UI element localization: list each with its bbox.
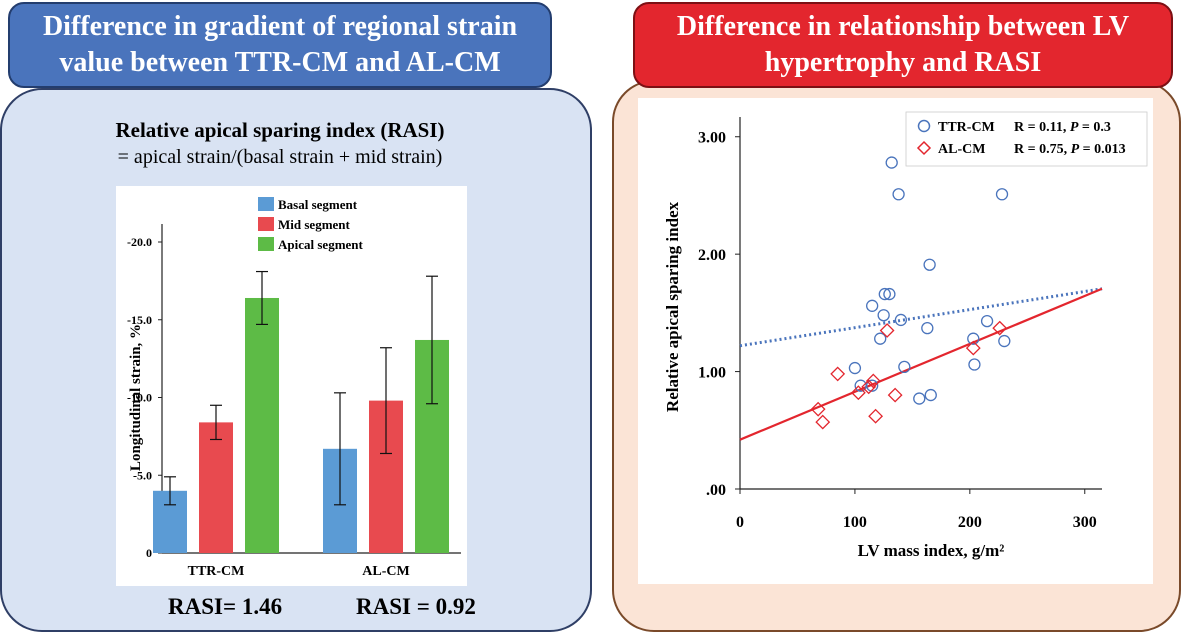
legend-stats: R = 0.75, P = 0.013 bbox=[1014, 142, 1126, 157]
point-ttr-cm bbox=[995, 188, 1009, 201]
point-ttr-cm bbox=[924, 388, 937, 402]
y-tick-label: 0 bbox=[146, 546, 152, 560]
legend-swatch bbox=[258, 217, 274, 231]
point-ttr-cm bbox=[980, 314, 994, 328]
x-tick-label: 0 bbox=[736, 514, 744, 531]
bar-apical-segment bbox=[245, 297, 279, 553]
legend-series-name: AL-CM bbox=[938, 142, 985, 157]
x-tick-label: 100 bbox=[843, 514, 867, 531]
point-ttr-cm bbox=[968, 358, 981, 371]
point-ttr-cm bbox=[894, 313, 908, 327]
left-banner-line2: value between TTR-CM and AL-CM bbox=[59, 47, 501, 78]
point-al-cm bbox=[850, 385, 866, 401]
legend-label: Mid segment bbox=[278, 217, 351, 232]
bar-chart: 0 -5.0 -10.0 -15.0 -20.0 Longitudinal strain,… bbox=[127, 197, 461, 579]
point-al-cm bbox=[992, 320, 1008, 336]
point-al-cm bbox=[887, 387, 903, 403]
y-tick-label: .00 bbox=[706, 482, 726, 499]
point-ttr-cm bbox=[874, 332, 887, 345]
right-banner-line1: Difference in relationship between LV bbox=[676, 11, 1130, 42]
left-banner: Difference in gradient of regional strai… bbox=[8, 2, 552, 88]
y-tick-label: 3.00 bbox=[698, 130, 726, 147]
rasi-al-value: RASI = 0.92 bbox=[356, 594, 476, 619]
legend-label: Basal segment bbox=[278, 197, 358, 212]
point-al-cm bbox=[965, 340, 981, 356]
y-tick-label: 1.00 bbox=[698, 365, 726, 382]
point-al-cm bbox=[861, 379, 877, 395]
rasi-ttr-value: RASI= 1.46 bbox=[168, 594, 283, 619]
point-ttr-cm bbox=[923, 258, 936, 271]
right-banner: Difference in relationship between LV hy… bbox=[633, 2, 1173, 88]
legend-box bbox=[905, 111, 1148, 167]
y-tick-label: -5.0 bbox=[133, 468, 152, 482]
point-ttr-cm bbox=[921, 321, 934, 335]
point-ttr-cm bbox=[967, 332, 980, 345]
point-ttr-cm bbox=[892, 188, 905, 201]
rasi-title: Relative apical sparing index (RASI) bbox=[115, 118, 445, 142]
scatter-chart-area: .00 1.00 2.00 3.00 0 100 200 300 LV mass index, … bbox=[638, 98, 1153, 584]
legend-series-name: TTR-CM bbox=[938, 120, 995, 135]
point-ttr-cm bbox=[913, 392, 926, 405]
x-category-label: TTR-CM bbox=[188, 564, 245, 579]
point-ttr-cm bbox=[898, 360, 911, 374]
point-al-cm bbox=[865, 373, 881, 389]
legend-stats: R = 0.11, P = 0.3 bbox=[1014, 120, 1111, 135]
x-tick-label: 200 bbox=[958, 514, 982, 531]
point-ttr-cm bbox=[883, 287, 896, 301]
rasi-formula: = apical strain/(basal strain + mid stra… bbox=[117, 146, 443, 168]
point-ttr-cm bbox=[877, 309, 890, 322]
x-axis-title: LV mass index, g/m² bbox=[858, 541, 1005, 560]
scatter-chart: .00 1.00 2.00 3.00 0 100 200 300 LV mass index, … bbox=[663, 111, 1148, 560]
legend-marker-circle bbox=[917, 119, 931, 133]
point-al-cm bbox=[815, 414, 831, 430]
legend-marker-diamond bbox=[916, 140, 932, 156]
y-axis-title: Relative apical sparing index bbox=[663, 201, 682, 412]
y-axis-title: Longitudinal strain, % bbox=[128, 324, 144, 471]
point-al-cm bbox=[879, 323, 895, 338]
bar-mid-segment bbox=[199, 422, 233, 553]
fit-line-al-cm bbox=[739, 287, 1103, 441]
point-al-cm bbox=[810, 401, 826, 417]
point-ttr-cm bbox=[885, 156, 898, 169]
point-ttr-cm bbox=[998, 334, 1011, 348]
y-tick-label: -10.0 bbox=[127, 391, 152, 405]
left-banner-line1: Difference in gradient of regional strai… bbox=[42, 11, 518, 42]
y-tick-label: -15.0 bbox=[127, 313, 152, 327]
y-tick-label: -20.0 bbox=[127, 235, 152, 249]
right-banner-line2: hypertrophy and RASI bbox=[764, 47, 1042, 78]
point-al-cm bbox=[868, 408, 884, 424]
bar-chart-area: 0 -5.0 -10.0 -15.0 -20.0 Longitudinal strain,… bbox=[116, 186, 467, 586]
x-category-label: AL-CM bbox=[362, 564, 409, 579]
point-ttr-cm bbox=[866, 379, 879, 392]
fit-line-ttr-cm bbox=[739, 287, 1103, 348]
point-al-cm bbox=[830, 366, 846, 382]
point-ttr-cm bbox=[878, 287, 891, 301]
y-tick-label: 2.00 bbox=[698, 247, 726, 264]
point-ttr-cm bbox=[848, 361, 862, 375]
legend-swatch bbox=[258, 197, 274, 211]
x-tick-label: 300 bbox=[1073, 514, 1097, 531]
legend-label: Apical segment bbox=[278, 237, 364, 252]
legend-swatch bbox=[258, 237, 274, 251]
point-ttr-cm bbox=[866, 299, 879, 312]
